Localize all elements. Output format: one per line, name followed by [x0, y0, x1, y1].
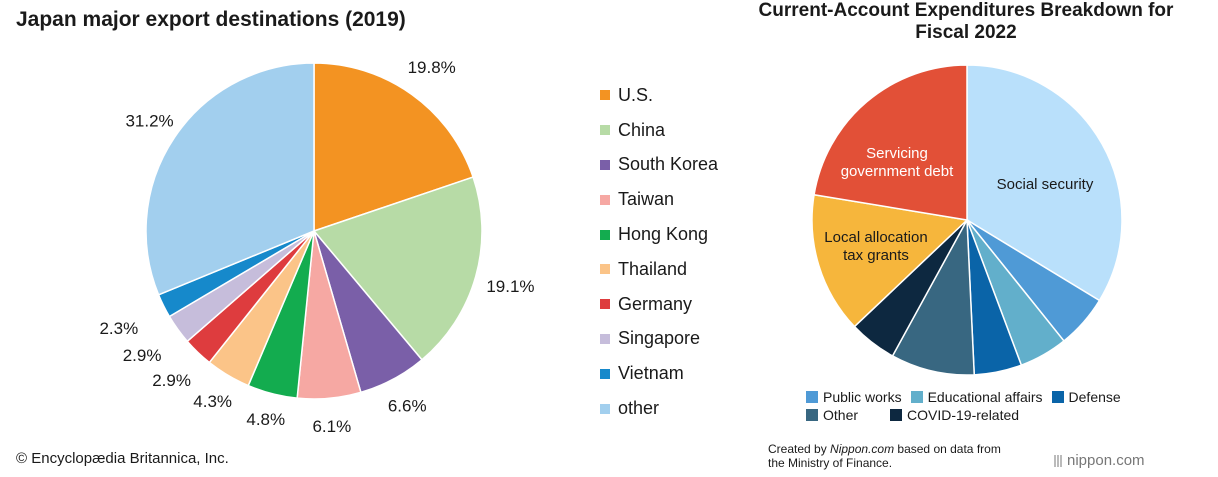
legend-item-china: China	[600, 113, 718, 148]
legend-label: Defense	[1068, 389, 1121, 405]
left-value-label-u-s: 19.8%	[408, 58, 456, 77]
legend-swatch	[600, 90, 610, 101]
left-legend: U.S. China South Korea Taiwan Hong Kong Thail…	[600, 78, 718, 426]
right-credit: Created by Nippon.com based on data from…	[768, 442, 1001, 470]
credit-prefix: Created by	[768, 442, 831, 456]
left-value-label-singapore: 2.9%	[123, 346, 162, 365]
right-inside-label-servicing-government-debt: Servicing government debt	[841, 145, 954, 180]
legend-label: COVID-19-related	[907, 407, 1020, 423]
legend-swatch	[600, 125, 610, 136]
legend-label: U.S.	[618, 84, 654, 105]
legend-swatch	[806, 391, 818, 403]
right-slice-educational-affairs	[966, 219, 1065, 367]
legend-swatch	[890, 409, 903, 421]
left-value-label-hong-kong: 4.8%	[246, 410, 285, 429]
right-slice-servicing-government-debt	[813, 64, 968, 221]
legend-swatch	[600, 264, 610, 275]
left-slice-china	[312, 176, 483, 361]
legend-item-south-korea: South Korea	[600, 148, 718, 183]
legend-swatch	[910, 391, 923, 403]
right-legend-item-other: Other	[806, 407, 858, 423]
right-slice-covid-19-related	[853, 219, 968, 357]
legend-label: other	[618, 398, 660, 419]
right-slice-defense	[966, 219, 1023, 376]
right-legend-item-public-works: Public works	[806, 389, 902, 405]
left-slice-u-s	[313, 62, 475, 233]
credit-site: Nippon.com	[830, 442, 895, 456]
left-value-label-south-korea: 6.6%	[388, 397, 427, 416]
brand-logo[interactable]: nippon.com	[1054, 452, 1145, 469]
left-value-label-other: 31.2%	[125, 112, 173, 131]
credit-line2: the Ministry of Finance.	[768, 456, 893, 470]
right-inside-label-social-security: Social security	[997, 176, 1094, 193]
right-slice-other	[891, 217, 976, 376]
legend-swatch	[600, 333, 610, 344]
left-value-label-vietnam: 2.3%	[99, 319, 138, 338]
left-value-label-germany: 2.9%	[152, 371, 191, 390]
legend-label: Taiwan	[618, 189, 675, 210]
legend-swatch	[1051, 391, 1064, 403]
legend-item-thailand: Thailand	[600, 252, 718, 287]
legend-swatch	[600, 403, 610, 414]
legend-swatch	[806, 409, 818, 421]
legend-label: Singapore	[618, 328, 701, 349]
brand-text: nippon.com	[1067, 452, 1145, 469]
legend-item-taiwan: Taiwan	[600, 182, 718, 217]
legend-label: Hong Kong	[618, 224, 709, 245]
legend-swatch	[600, 299, 610, 310]
left-pie-chart: 19.8%19.1%6.6%6.1%4.8%4.3%2.9%2.9%2.3%31…	[99, 58, 534, 436]
left-chart-title: Japan major export destinations (2019)	[16, 8, 406, 31]
legend-label: Vietnam	[618, 363, 684, 384]
legend-item-hong-kong: Hong Kong	[600, 217, 718, 252]
legend-swatch	[600, 194, 610, 205]
legend-label: Germany	[618, 293, 693, 314]
right-slice-local-allocation-tax-grants	[811, 193, 969, 328]
legend-label: China	[618, 119, 666, 140]
barcode-icon	[1054, 454, 1062, 467]
legend-swatch	[600, 368, 610, 379]
right-slice-public-works	[966, 219, 1101, 343]
left-value-label-china: 19.1%	[486, 277, 534, 296]
right-legend-item-defense: Defense	[1051, 389, 1121, 405]
legend-label: Other	[823, 407, 859, 423]
legend-item-other: other	[600, 391, 718, 426]
legend-label: South Korea	[618, 154, 719, 175]
legend-label: Educational affairs	[927, 389, 1043, 405]
legend-label: Thailand	[618, 258, 688, 279]
legend-item-singapore: Singapore	[600, 322, 718, 357]
right-legend-item-educational-affairs: Educational affairs	[910, 389, 1043, 405]
legend-item-u-s: U.S.	[600, 78, 718, 113]
left-slice-other	[145, 62, 315, 296]
legend-label: Public works	[823, 389, 902, 405]
credit-suffix: based on data from	[894, 442, 1001, 456]
legend-swatch	[600, 159, 610, 170]
right-slice-social-security	[966, 64, 1123, 302]
right-legend-item-covid-19-related: COVID-19-related	[890, 407, 1019, 423]
right-inside-label-local-allocation-tax-grants: Local allocation tax grants	[824, 229, 927, 264]
right-chart-title: Current-Account Expenditures Breakdown f…	[758, 0, 1174, 43]
legend-item-germany: Germany	[600, 287, 718, 322]
left-value-label-taiwan: 6.1%	[312, 417, 351, 436]
legend-item-vietnam: Vietnam	[600, 356, 718, 391]
left-value-label-thailand: 4.3%	[193, 392, 232, 411]
right-legend: Public works Educational affairs Defense O…	[806, 388, 1166, 424]
left-credit: © Encyclopædia Britannica, Inc.	[16, 450, 229, 467]
legend-swatch	[600, 229, 610, 240]
